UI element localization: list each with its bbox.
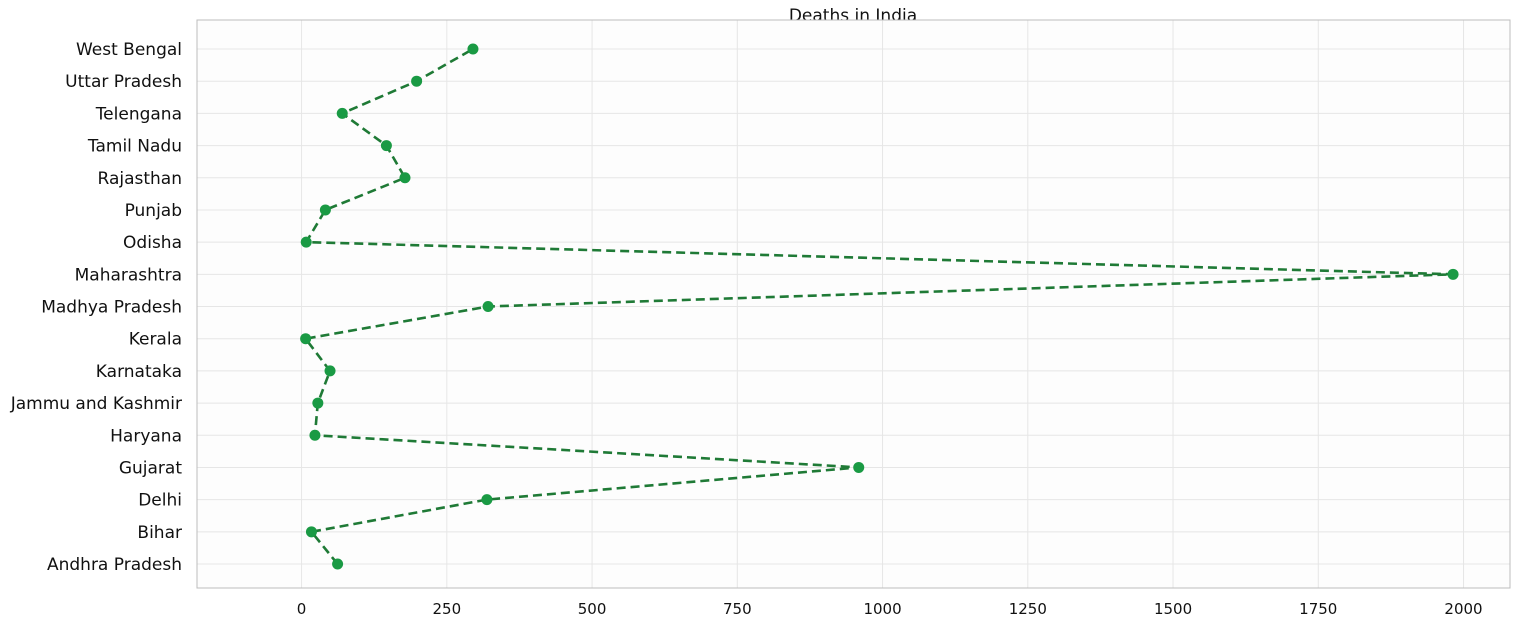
x-tick-label: 500: [578, 600, 607, 618]
grid-lines: [197, 20, 1510, 588]
x-tick-label: 1000: [863, 600, 901, 618]
y-tick-label: Odisha: [123, 233, 182, 253]
data-point: [332, 558, 344, 570]
x-tick-label: 750: [723, 600, 752, 618]
data-point: [312, 397, 324, 409]
series-deaths: [300, 43, 1459, 570]
y-tick-label: Haryana: [110, 426, 182, 446]
y-tick-label: Uttar Pradesh: [65, 72, 182, 92]
y-tick-label: Rajasthan: [98, 169, 183, 189]
y-tick-label: Karnataka: [96, 362, 182, 382]
data-point: [300, 333, 312, 345]
x-tick-label: 0: [297, 600, 307, 618]
plot-area: [197, 20, 1510, 588]
x-tick-label: 1500: [1154, 600, 1192, 618]
y-tick-label: Maharashtra: [75, 265, 182, 285]
data-point: [853, 461, 865, 473]
data-point: [336, 107, 348, 119]
data-point: [481, 494, 493, 506]
x-axis: 0 250 500 750 1000 1250 1500 1750 2000: [297, 600, 1483, 618]
x-tick-label: 1750: [1299, 600, 1337, 618]
y-tick-label: Andhra Pradesh: [47, 555, 182, 575]
y-tick-label: Punjab: [125, 201, 182, 221]
y-tick-label: Telengana: [95, 104, 182, 124]
data-point: [309, 429, 321, 441]
data-point: [300, 236, 312, 248]
data-point: [319, 204, 331, 216]
data-point: [305, 526, 317, 538]
data-point: [1447, 268, 1459, 280]
data-point: [324, 365, 336, 377]
y-tick-label: Tamil Nadu: [87, 137, 182, 157]
x-tick-label: 2000: [1444, 600, 1482, 618]
data-point: [482, 301, 494, 312]
y-tick-label: West Bengal: [76, 40, 182, 60]
y-tick-label: Jammu and Kashmir: [10, 394, 182, 414]
y-axis: Andhra Pradesh Bihar Delhi Gujarat Haryana Ja…: [10, 40, 183, 575]
data-point: [411, 75, 423, 87]
data-point: [467, 43, 479, 55]
y-tick-label: Madhya Pradesh: [41, 298, 182, 318]
x-tick-label: 1250: [1009, 600, 1047, 618]
y-tick-label: Bihar: [137, 523, 182, 543]
y-tick-label: Kerala: [129, 330, 182, 350]
data-point: [380, 140, 392, 152]
plot-frame: [196, 19, 1511, 589]
x-tick-label: 250: [432, 600, 461, 618]
data-point: [399, 172, 411, 184]
y-tick-label: Gujarat: [119, 458, 182, 478]
y-tick-label: Delhi: [138, 491, 182, 511]
